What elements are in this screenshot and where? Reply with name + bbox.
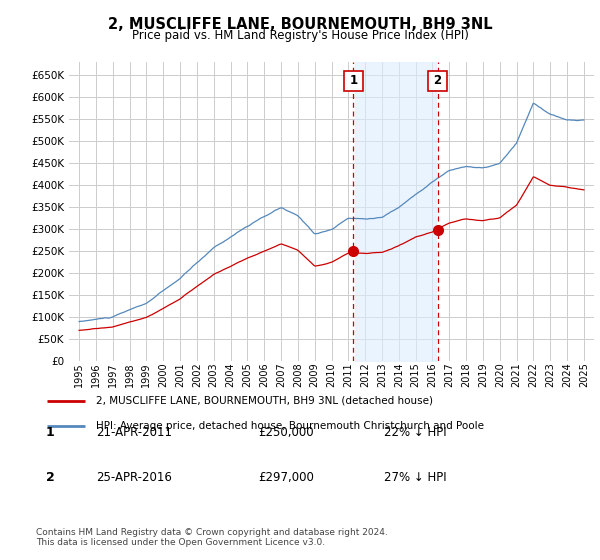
Text: 21-APR-2011: 21-APR-2011 <box>96 426 172 439</box>
Text: Contains HM Land Registry data © Crown copyright and database right 2024.
This d: Contains HM Land Registry data © Crown c… <box>36 528 388 547</box>
Text: 2: 2 <box>433 74 442 87</box>
Text: 27% ↓ HPI: 27% ↓ HPI <box>384 471 446 484</box>
Text: 25-APR-2016: 25-APR-2016 <box>96 471 172 484</box>
FancyBboxPatch shape <box>428 71 447 91</box>
Text: 1: 1 <box>349 74 358 87</box>
Text: £250,000: £250,000 <box>258 426 314 439</box>
Text: £297,000: £297,000 <box>258 471 314 484</box>
Text: 2: 2 <box>46 471 55 484</box>
Text: HPI: Average price, detached house, Bournemouth Christchurch and Poole: HPI: Average price, detached house, Bour… <box>96 421 484 431</box>
Text: 1: 1 <box>46 426 55 439</box>
Text: 22% ↓ HPI: 22% ↓ HPI <box>384 426 446 439</box>
Text: 2, MUSCLIFFE LANE, BOURNEMOUTH, BH9 3NL: 2, MUSCLIFFE LANE, BOURNEMOUTH, BH9 3NL <box>107 17 493 32</box>
FancyBboxPatch shape <box>344 71 362 91</box>
Text: 2, MUSCLIFFE LANE, BOURNEMOUTH, BH9 3NL (detached house): 2, MUSCLIFFE LANE, BOURNEMOUTH, BH9 3NL … <box>96 396 433 406</box>
Text: Price paid vs. HM Land Registry's House Price Index (HPI): Price paid vs. HM Land Registry's House … <box>131 29 469 42</box>
